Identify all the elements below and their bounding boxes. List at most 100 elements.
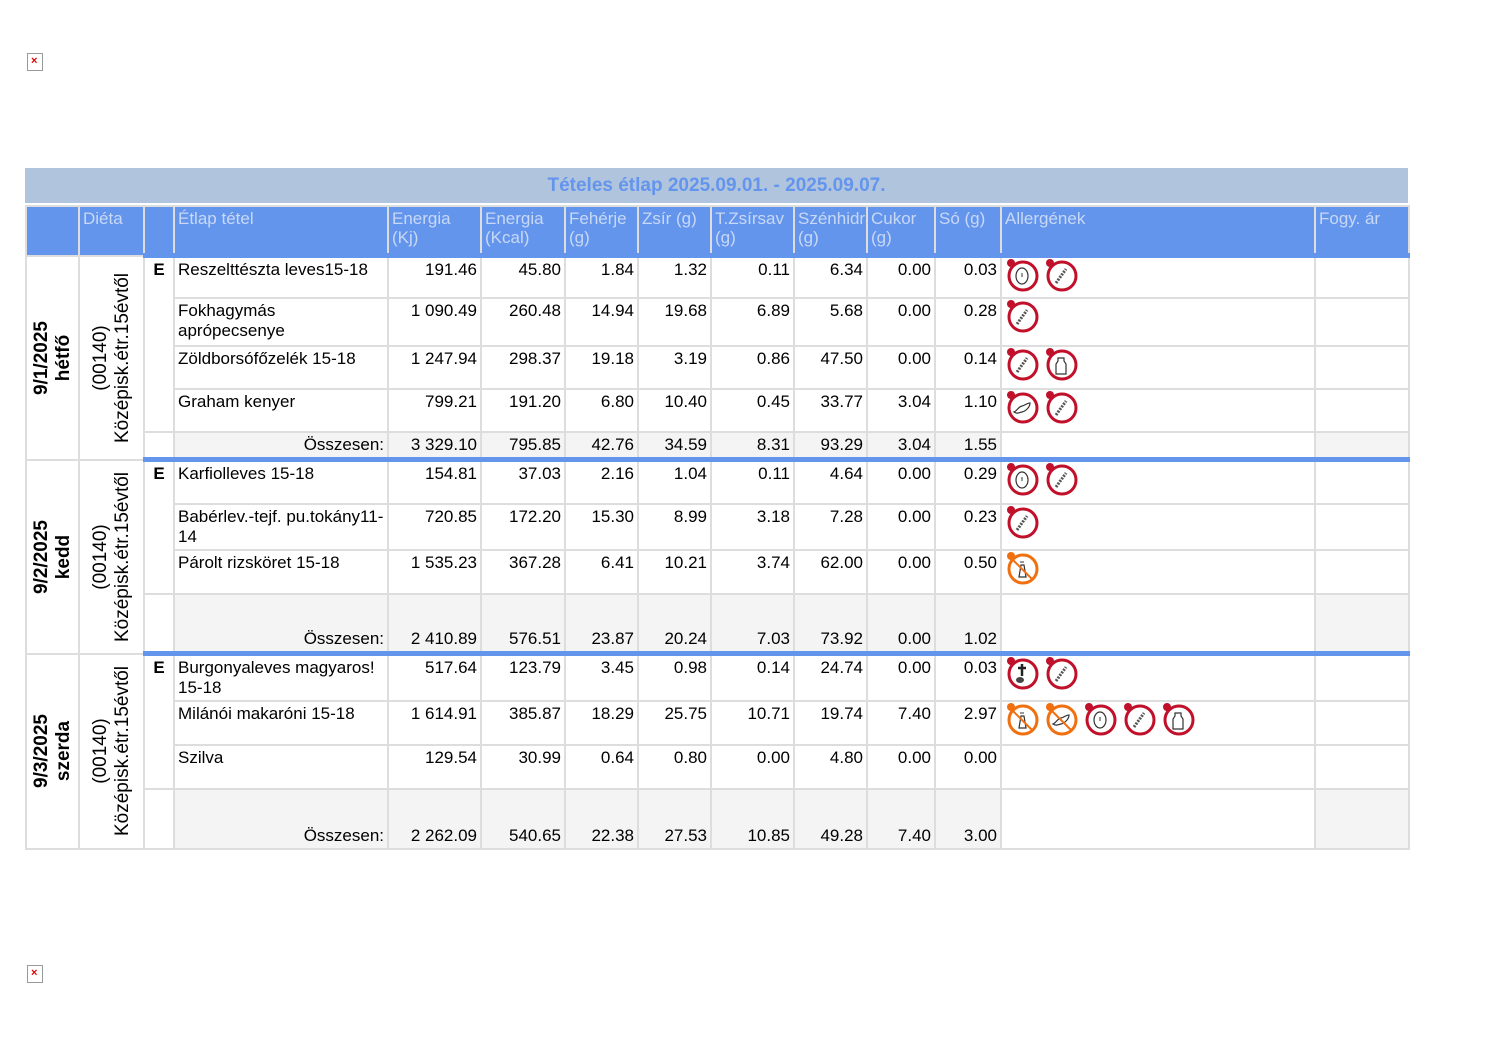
nutrient-value: 0.00 — [866, 344, 936, 390]
allergens-cell — [1000, 651, 1316, 702]
price-cell — [1314, 387, 1410, 433]
total-value: 3.04 — [866, 430, 936, 461]
gluten-allergen-icon — [1005, 299, 1039, 333]
nutrient-value: 47.50 — [793, 344, 868, 390]
column-header: T.Zsírsav (g) — [710, 205, 795, 257]
nutrient-value: 191.20 — [480, 387, 566, 433]
weekday: hétfő — [52, 334, 74, 381]
total-value: 7.40 — [866, 788, 936, 850]
total-label: Összesen: — [173, 430, 389, 461]
gluten-allergen-icon — [1044, 464, 1078, 497]
nutrient-value: 45.80 — [480, 253, 566, 299]
total-value: 93.29 — [793, 430, 868, 461]
mustard-allergen-icon — [1005, 703, 1039, 736]
nutrient-value: 24.74 — [793, 651, 868, 702]
empty-cell — [1000, 430, 1316, 461]
total-value: 34.59 — [637, 430, 712, 461]
nutrient-value: 6.34 — [793, 253, 868, 299]
mustard-allergen-icon — [1005, 551, 1039, 585]
table-row: Párolt rizsköret 15-18 1 535.23 367.28 6.41… — [26, 548, 1410, 595]
nutrient-value: 3.18 — [710, 502, 795, 551]
nutrient-value: 0.29 — [934, 457, 1002, 505]
nutrient-value: 62.00 — [793, 548, 868, 595]
nutrient-value: 1 090.49 — [387, 296, 482, 347]
allergens-cell — [1000, 253, 1316, 299]
gluten-allergen-icon — [1044, 260, 1078, 293]
nutrient-value: 298.37 — [480, 344, 566, 390]
table-row: 9/3/2025 szerda (00140) Középisk.étr.15évtő… — [25, 651, 1410, 850]
table-row: 9/1/2025 hétfő (00140) Középisk.étr.15évtől… — [25, 253, 1410, 461]
price-cell — [1314, 744, 1410, 790]
date: 9/3/2025 — [30, 714, 52, 789]
total-row: Összesen: 3 329.10 795.85 42.76 34.59 8.31 93.… — [26, 430, 1410, 461]
menu-item-name: Milánói makaróni 15-18 — [173, 700, 389, 746]
nutrient-value: 0.00 — [866, 253, 936, 299]
total-value: 3.00 — [934, 788, 1002, 850]
total-value: 3 329.10 — [387, 430, 482, 461]
nutrient-value: 1 614.91 — [387, 700, 482, 746]
date: 9/1/2025 — [30, 320, 52, 395]
total-value: 10.85 — [710, 788, 795, 850]
menu-item-name: Karfiolleves 15-18 — [173, 457, 389, 505]
diet-name: Középisk.étr.15évtől — [111, 666, 133, 837]
total-value: 22.38 — [564, 788, 639, 850]
broken-image-icon: × — [27, 965, 43, 983]
milk-allergen-icon — [1161, 703, 1195, 736]
nutrient-value: 191.46 — [387, 253, 482, 299]
allergens-cell — [1000, 700, 1316, 746]
allergens-cell — [1000, 548, 1316, 595]
column-header: Fogy. ár — [1314, 205, 1410, 257]
table-row: Milánói makaróni 15-18 1 614.91 385.87 18.2… — [26, 700, 1410, 746]
nutrient-value: 3.04 — [866, 387, 936, 433]
allergens-cell — [1000, 387, 1316, 433]
nutrient-value: 0.14 — [710, 651, 795, 702]
gluten-allergen-icon — [1005, 505, 1039, 539]
nutrient-value: 19.74 — [793, 700, 868, 746]
nutrient-value: 0.03 — [934, 651, 1002, 702]
total-value: 540.65 — [480, 788, 566, 850]
price-cell — [1314, 253, 1410, 299]
total-value: 576.51 — [480, 592, 566, 655]
allergens-cell — [1000, 502, 1316, 551]
table-row: Graham kenyer 799.21 191.20 6.80 10.40 0.45 33… — [26, 387, 1410, 433]
egg-allergen-icon — [1005, 464, 1039, 497]
allergens-cell — [1000, 744, 1316, 790]
nutrient-value: 0.28 — [934, 296, 1002, 347]
table-row: Fokhagymás aprópecsenye 1 090.49 260.48 14.… — [26, 296, 1410, 347]
page-title: Tételes étlap 2025.09.01. - 2025.09.07. — [25, 168, 1408, 203]
diet-code: (00140) — [89, 324, 111, 391]
price-cell — [1314, 651, 1410, 702]
nutrient-value: 0.00 — [866, 651, 936, 702]
menu-table: Diéta Étlap tétel Energia (Kj) Energia (Kca… — [25, 205, 1410, 850]
empty-cell — [143, 788, 175, 850]
nutrient-value: 10.71 — [710, 700, 795, 746]
table-row: Babérlev.-tejf. pu.tokány11-14 720.85 172.… — [26, 502, 1410, 551]
total-value: 20.24 — [637, 592, 712, 655]
nutrient-value: 0.00 — [866, 548, 936, 595]
nutrient-value: 1.32 — [637, 253, 712, 299]
empty-cell — [1314, 592, 1410, 655]
soy-allergen-icon — [1005, 390, 1039, 424]
nutrient-value: 3.74 — [710, 548, 795, 595]
nutrient-value: 720.85 — [387, 502, 482, 551]
allergens-cell — [1000, 344, 1316, 390]
milk-allergen-icon — [1044, 347, 1078, 381]
nutrient-value: 0.14 — [934, 344, 1002, 390]
nutrient-value: 0.11 — [710, 457, 795, 505]
menu-item-name: Graham kenyer — [173, 387, 389, 433]
menu-item-name: Fokhagymás aprópecsenye — [173, 296, 389, 347]
empty-cell — [1314, 788, 1410, 850]
nutrient-value: 10.40 — [637, 387, 712, 433]
diet-name: Középisk.étr.15évtől — [111, 471, 133, 642]
nutrient-value: 4.64 — [793, 457, 868, 505]
nutrient-value: 0.86 — [710, 344, 795, 390]
date-cell: 9/3/2025 szerda — [25, 652, 80, 850]
table-row: Szilva 129.54 30.99 0.64 0.80 0.00 4.80 0.00 0.0… — [26, 744, 1410, 790]
nutrient-value: 0.23 — [934, 502, 1002, 551]
total-value: 2 262.09 — [387, 788, 482, 850]
nutrient-value: 4.80 — [793, 744, 868, 790]
nutrient-value: 37.03 — [480, 457, 566, 505]
diet-code: (00140) — [89, 523, 111, 590]
table-row: 9/2/2025 kedd (00140) Középisk.étr.15évtől E… — [25, 457, 1410, 655]
menu-item-name: Zöldborsófőzelék 15-18 — [173, 344, 389, 390]
